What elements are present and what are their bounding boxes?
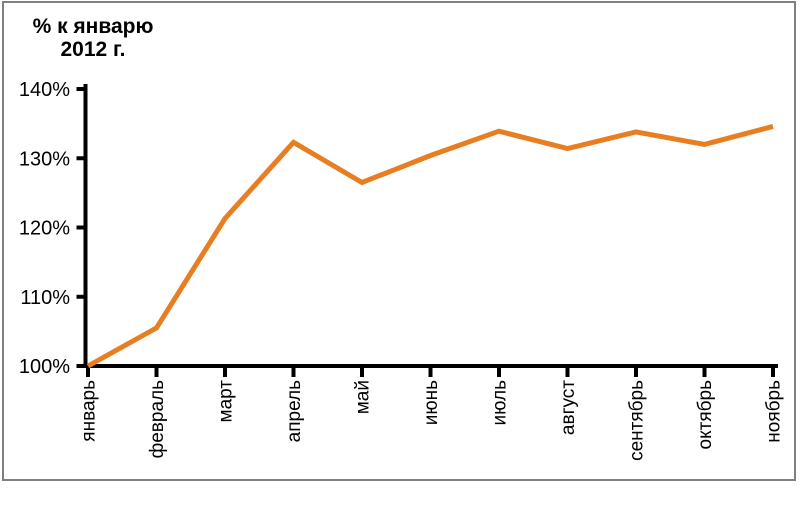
x-axis-tick-label: февраль	[147, 380, 168, 459]
x-axis-tick	[565, 368, 570, 377]
x-axis-tick	[223, 368, 227, 377]
x-axis-tick-label: сентябрь	[627, 380, 648, 461]
x-axis-tick-label: июль	[490, 380, 511, 426]
y-axis-tick-label: 110%	[20, 287, 70, 309]
y-axis-tick	[76, 364, 86, 368]
x-axis-tick	[702, 368, 707, 377]
x-axis-tick-label: март	[216, 380, 237, 423]
chart-title-line1: % к январю	[32, 15, 154, 38]
y-axis-tick	[76, 87, 86, 91]
x-axis-tick	[634, 368, 638, 377]
x-axis-tick	[86, 368, 90, 377]
chart-title-line2: 2012 г.	[60, 38, 126, 61]
x-axis-tick	[771, 368, 775, 377]
x-axis-tick-label: январь	[79, 380, 100, 442]
x-axis-tick	[154, 368, 159, 377]
x-axis-tick-label: октябрь	[695, 380, 716, 450]
x-axis-tick-label: ноябрь	[764, 380, 785, 443]
x-axis-tick-label: август	[558, 380, 579, 435]
x-axis-tick-label: апрель	[284, 380, 305, 442]
y-axis-tick-label: 100%	[19, 356, 70, 378]
x-axis-tick-label: май	[353, 380, 374, 414]
x-axis-tick-label: июнь	[421, 380, 442, 425]
y-axis-tick	[76, 156, 86, 161]
chart-frame: % к январю 2012 г.	[2, 1, 796, 481]
x-axis-tick	[360, 368, 364, 377]
x-axis-tick	[291, 368, 296, 377]
y-axis-tick-label: 130%	[19, 148, 70, 170]
y-axis-tick	[76, 294, 86, 299]
x-axis-tick	[497, 368, 501, 377]
x-axis-tick	[428, 368, 433, 377]
data-series-line	[86, 123, 774, 369]
chart-title: % к январю 2012 г.	[22, 15, 164, 61]
y-axis-tick-label: 140%	[19, 79, 70, 101]
y-axis-tick	[76, 225, 86, 230]
x-axis-line	[83, 364, 778, 368]
y-axis-tick-label: 120%	[19, 218, 70, 240]
